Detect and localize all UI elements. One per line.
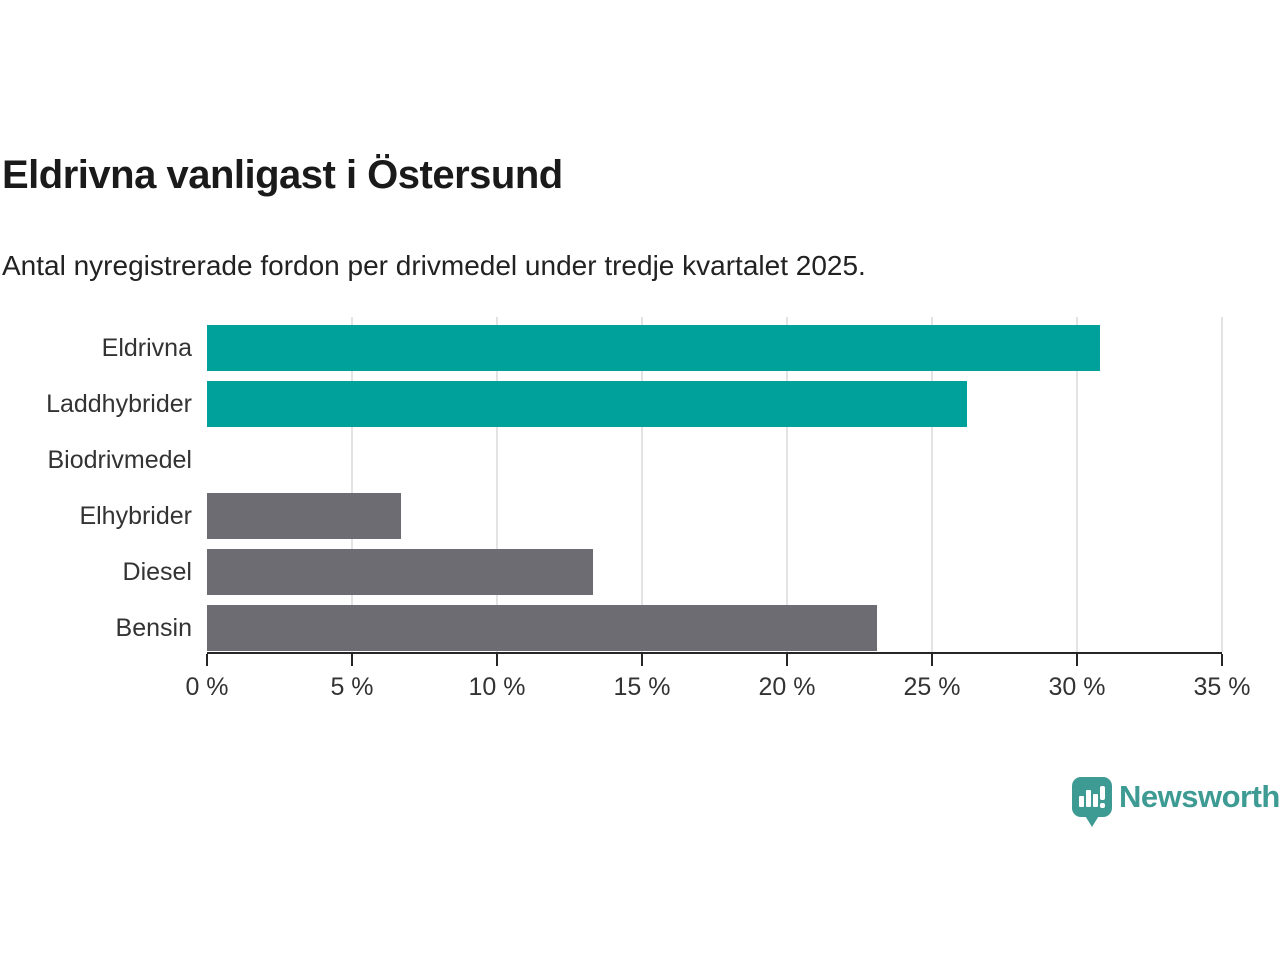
y-axis-labels: Eldrivna Laddhybrider Biodrivmedel Elhybrid…	[0, 317, 192, 654]
newsworthy-chart-bubble-icon	[1072, 777, 1112, 827]
chart-title: Eldrivna vanligast i Östersund	[2, 153, 563, 197]
gridline-5	[351, 317, 353, 652]
x-tick-15	[641, 654, 643, 666]
x-tick-label-5: 5 %	[330, 673, 374, 701]
x-tick-label-35: 35 %	[1193, 673, 1251, 701]
x-tick-label-0: 0 %	[185, 673, 229, 701]
x-tick-label-10: 10 %	[468, 673, 526, 701]
gridline-35	[1221, 317, 1223, 652]
bar-chart-plot: 0 % 5 % 10 % 15 % 20 % 25 % 30 % 35 %	[185, 317, 1250, 701]
newsworthy-logo-text: Newsworthy	[1119, 779, 1280, 814]
x-tick-label-15: 15 %	[613, 673, 671, 701]
x-tick-35	[1221, 654, 1223, 666]
y-label-bensin: Bensin	[115, 614, 192, 642]
x-tick-10	[496, 654, 498, 666]
y-label-biodrivmedel: Biodrivmedel	[47, 446, 192, 474]
bar-laddhybrider	[207, 381, 967, 427]
bar-diesel	[207, 549, 593, 595]
y-label-laddhybrider: Laddhybrider	[46, 390, 192, 418]
x-tick-label-20: 20 %	[758, 673, 816, 701]
chart-subtitle: Antal nyregistrerade fordon per drivmede…	[2, 250, 866, 281]
x-tick-5	[351, 654, 353, 666]
newsworthy-logo: Newsworthy	[1072, 777, 1280, 828]
x-tick-0	[206, 654, 208, 666]
y-label-eldrivna: Eldrivna	[101, 334, 192, 362]
y-label-elhybrider: Elhybrider	[79, 502, 192, 530]
y-label-diesel: Diesel	[122, 558, 192, 586]
bar-bensin	[207, 605, 877, 651]
x-tick-label-25: 25 %	[903, 673, 961, 701]
gridline-30	[1076, 317, 1078, 652]
gridline-10	[496, 317, 498, 652]
x-tick-20	[786, 654, 788, 666]
gridline-20	[786, 317, 788, 652]
x-tick-label-30: 30 %	[1048, 673, 1106, 701]
gridline-15	[641, 317, 643, 652]
x-tick-25	[931, 654, 933, 666]
gridline-25	[931, 317, 933, 652]
x-tick-30	[1076, 654, 1078, 666]
bar-elhybrider	[207, 493, 402, 539]
bar-eldrivna	[207, 325, 1101, 371]
